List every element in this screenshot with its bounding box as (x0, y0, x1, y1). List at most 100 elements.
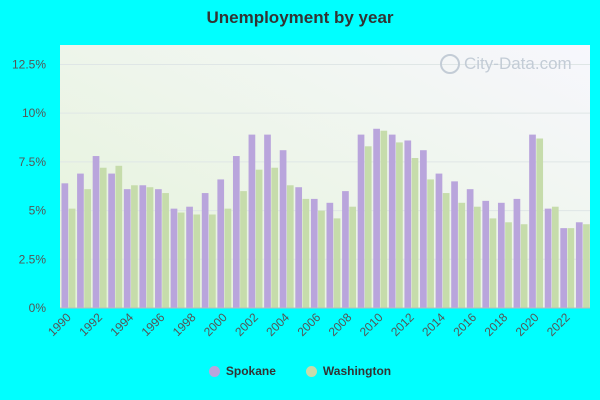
bar-spokane-1999[interactable] (201, 193, 209, 308)
bar-washington-2010[interactable] (380, 130, 388, 308)
legend-item-washington[interactable]: Washington (305, 364, 392, 378)
bar-washington-2002[interactable] (255, 169, 263, 308)
x-tick-label: 2014 (419, 310, 448, 339)
bar-washington-2023[interactable] (583, 224, 590, 308)
bar-washington-2015[interactable] (458, 202, 466, 308)
watermark: City-Data.com (440, 54, 572, 74)
bar-spokane-1993[interactable] (108, 173, 115, 308)
bar-washington-2003[interactable] (271, 167, 279, 308)
bar-spokane-2016[interactable] (466, 189, 474, 308)
y-tick-label: 7.5% (19, 155, 47, 169)
bar-spokane-2010[interactable] (373, 128, 380, 308)
x-axis: 1990 1992 1994 1996 1998 2000 2002 2004 2006 2008… (45, 310, 573, 339)
bar-spokane-2007[interactable] (326, 202, 334, 308)
y-axis: 0% 2.5% 5% 7.5% 10% 12.5% (12, 57, 46, 315)
x-tick-label: 1998 (170, 310, 199, 339)
x-tick-label: 2022 (544, 310, 573, 339)
bar-washington-2004[interactable] (286, 185, 294, 308)
bar-washington-1991[interactable] (84, 189, 91, 308)
bar-spokane-2011[interactable] (388, 134, 396, 308)
bar-washington-2007[interactable] (333, 218, 341, 308)
bar-washington-2014[interactable] (442, 193, 450, 308)
x-tick-label: 2018 (482, 310, 511, 339)
bar-washington-2001[interactable] (240, 191, 247, 308)
bar-washington-2006[interactable] (318, 210, 325, 308)
y-tick-label: 2.5% (19, 252, 47, 266)
bar-spokane-2001[interactable] (232, 156, 240, 308)
bar-washington-2020[interactable] (536, 138, 544, 308)
bar-spokane-2004[interactable] (279, 150, 287, 308)
bar-washington-2017[interactable] (489, 218, 497, 308)
bar-washington-2021[interactable] (551, 206, 559, 308)
bar-spokane-2008[interactable] (342, 191, 349, 308)
bar-washington-1996[interactable] (162, 193, 169, 308)
y-tick-label: 0% (29, 301, 47, 315)
bar-spokane-2015[interactable] (451, 181, 458, 308)
x-tick-label: 2004 (263, 310, 292, 339)
bar-washington-1994[interactable] (131, 185, 138, 308)
x-tick-label: 2002 (232, 310, 261, 339)
bar-washington-1992[interactable] (99, 167, 107, 308)
x-tick-label: 1994 (107, 310, 136, 339)
bar-washington-2009[interactable] (364, 146, 372, 308)
bar-spokane-1996[interactable] (155, 189, 162, 308)
x-tick-label: 2006 (295, 310, 324, 339)
legend-label-washington: Washington (322, 364, 392, 378)
bar-washington-2022[interactable] (567, 228, 575, 308)
legend: Spokane Washington (0, 364, 600, 378)
bar-washington-2016[interactable] (474, 206, 481, 308)
y-tick-label: 10% (22, 106, 46, 120)
bar-spokane-2017[interactable] (482, 200, 490, 308)
x-tick-label: 2012 (388, 310, 417, 339)
bar-spokane-1990[interactable] (61, 183, 69, 308)
bar-spokane-2002[interactable] (248, 134, 256, 308)
bar-spokane-2012[interactable] (404, 140, 412, 308)
bar-washington-1998[interactable] (193, 214, 201, 308)
x-tick-label: 2000 (201, 310, 230, 339)
bar-washington-1997[interactable] (177, 212, 185, 308)
legend-swatch-washington (305, 365, 317, 377)
bar-spokane-2005[interactable] (295, 187, 303, 308)
x-tick-label: 2016 (450, 310, 479, 339)
bar-spokane-1995[interactable] (139, 185, 147, 308)
bar-washington-2018[interactable] (505, 222, 512, 308)
bar-washington-2000[interactable] (224, 208, 232, 308)
bar-spokane-1997[interactable] (170, 208, 178, 308)
bar-washington-2008[interactable] (349, 206, 356, 308)
bar-spokane-2013[interactable] (420, 150, 427, 308)
bar-washington-1990[interactable] (68, 208, 76, 308)
bar-spokane-1992[interactable] (92, 156, 100, 308)
bar-spokane-1991[interactable] (77, 173, 84, 308)
x-tick-label: 1992 (76, 310, 105, 339)
x-tick-label: 2008 (326, 310, 355, 339)
bar-spokane-2014[interactable] (435, 173, 443, 308)
chart-title: Unemployment by year (206, 8, 394, 27)
bar-washington-1995[interactable] (146, 187, 154, 308)
bar-spokane-1994[interactable] (123, 189, 131, 308)
bar-washington-2012[interactable] (411, 157, 419, 308)
bar-spokane-2019[interactable] (513, 198, 521, 308)
bar-spokane-2022[interactable] (560, 228, 568, 308)
bar-spokane-2018[interactable] (497, 202, 505, 308)
x-tick-label: 2010 (357, 310, 386, 339)
y-tick-label: 5% (29, 204, 47, 218)
bar-washington-2011[interactable] (396, 142, 403, 308)
bar-spokane-1998[interactable] (186, 206, 193, 308)
bar-spokane-2000[interactable] (217, 179, 225, 308)
bar-spokane-2006[interactable] (310, 198, 318, 308)
bar-spokane-2003[interactable] (264, 134, 271, 308)
bar-washington-2019[interactable] (520, 224, 528, 308)
legend-item-spokane[interactable]: Spokane (208, 364, 276, 378)
x-tick-label: 2020 (513, 310, 542, 339)
watermark-text: City-Data.com (464, 54, 572, 73)
bar-washington-2005[interactable] (302, 198, 310, 308)
bar-spokane-2020[interactable] (529, 134, 536, 308)
bar-washington-1999[interactable] (209, 214, 216, 308)
magnifier-icon (440, 54, 460, 74)
bar-spokane-2009[interactable] (357, 134, 365, 308)
bar-washington-1993[interactable] (115, 165, 123, 308)
bar-spokane-2023[interactable] (575, 222, 583, 308)
bar-spokane-2021[interactable] (544, 208, 552, 308)
bar-washington-2013[interactable] (427, 179, 434, 308)
